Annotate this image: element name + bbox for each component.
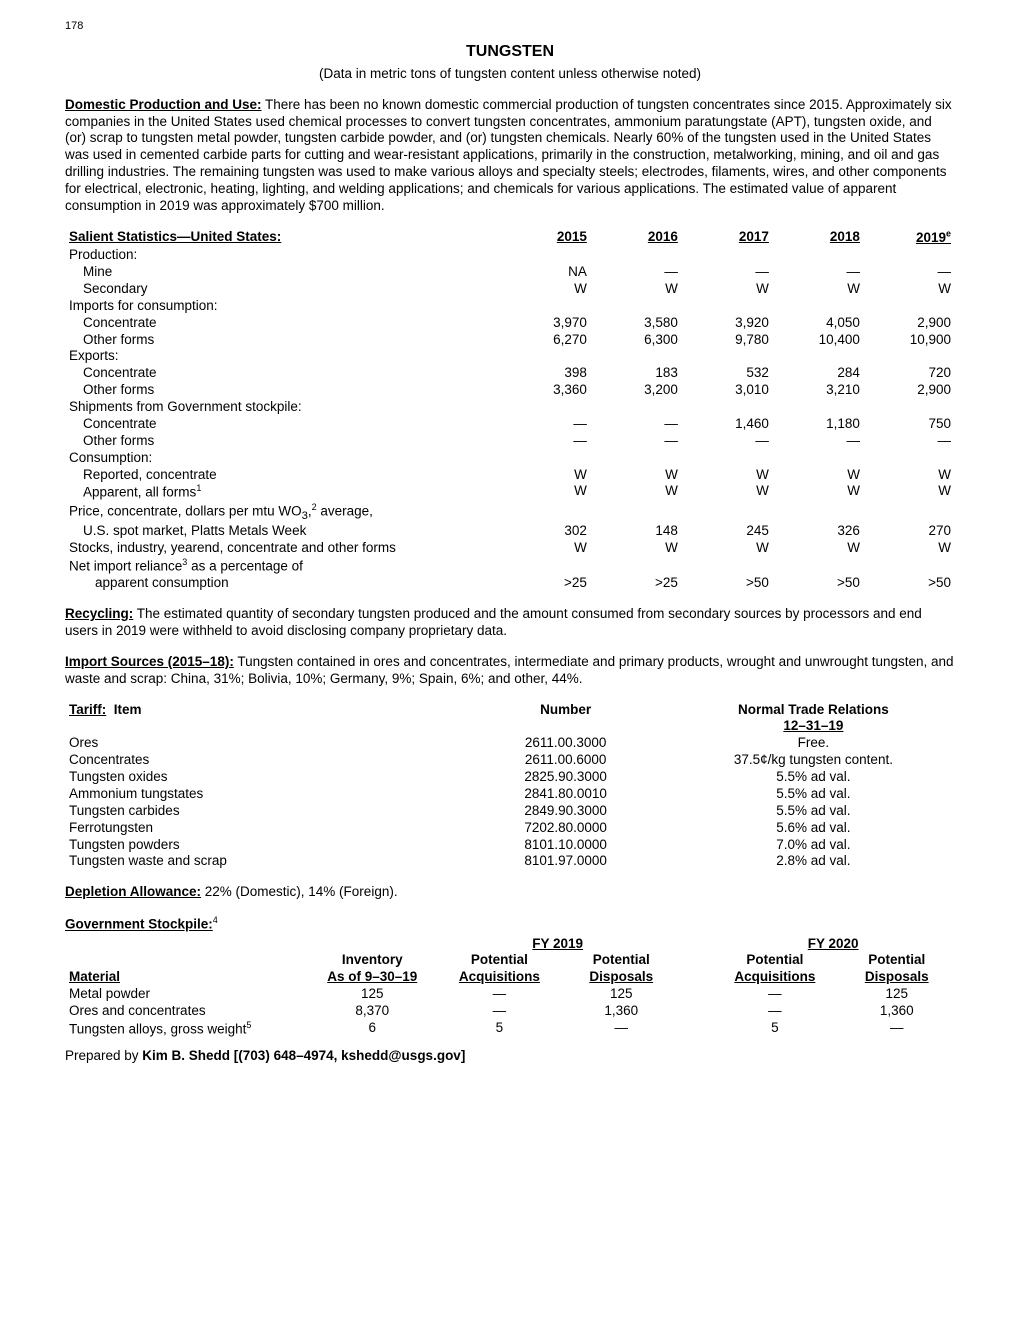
subtitle: (Data in metric tons of tungsten content… [65, 66, 955, 83]
stockpile-heading: Government Stockpile: [65, 917, 213, 932]
domestic-heading: Domestic Production and Use: [65, 97, 262, 112]
page-title: TUNGSTEN [65, 42, 955, 62]
depletion-text: 22% (Domestic), 14% (Foreign). [201, 884, 398, 899]
stats-table: Salient Statistics—United States:2015201… [65, 229, 955, 592]
page-number: 178 [65, 20, 955, 34]
prepared-name: Kim B. Shedd [(703) 648–4974, kshedd@usg… [142, 1048, 465, 1063]
stockpile-heading-line: Government Stockpile:4 [65, 915, 955, 933]
domestic-paragraph: Domestic Production and Use: There has b… [65, 97, 955, 215]
prepared-by: Prepared by Kim B. Shedd [(703) 648–4974… [65, 1048, 955, 1065]
tariff-table: Tariff: ItemNumberNormal Trade Relations… [65, 702, 955, 871]
depletion-heading: Depletion Allowance: [65, 884, 201, 899]
stockpile-table: FY 2019FY 2020InventoryPotentialPotentia… [65, 936, 955, 1039]
import-sources-heading: Import Sources (2015–18): [65, 654, 234, 669]
domestic-text: There has been no known domestic commerc… [65, 97, 952, 213]
prepared-prefix: Prepared by [65, 1048, 142, 1063]
recycling-paragraph: Recycling: The estimated quantity of sec… [65, 606, 955, 640]
stockpile-sup: 4 [213, 915, 218, 925]
recycling-heading: Recycling: [65, 606, 133, 621]
import-sources-paragraph: Import Sources (2015–18): Tungsten conta… [65, 654, 955, 688]
depletion-paragraph: Depletion Allowance: 22% (Domestic), 14%… [65, 884, 955, 901]
recycling-text: The estimated quantity of secondary tung… [65, 606, 922, 638]
